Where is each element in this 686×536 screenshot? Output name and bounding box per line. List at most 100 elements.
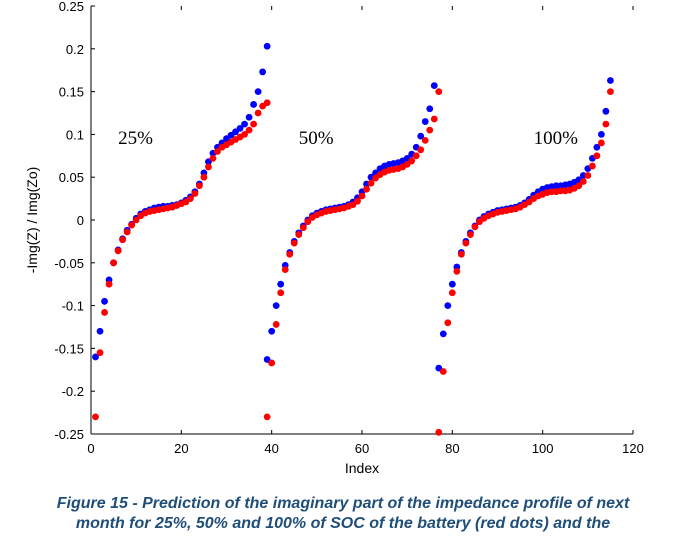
data-point-red: [426, 126, 434, 134]
y-tick-label: 0.2: [66, 42, 84, 57]
data-point-blue: [430, 82, 438, 90]
data-point-red: [448, 289, 456, 297]
data-point-red: [245, 126, 253, 134]
data-point-red: [290, 239, 298, 247]
data-point-red: [214, 148, 221, 155]
axes: [90, 6, 633, 435]
x-tick-label: 60: [355, 441, 369, 456]
caption-line-1: Figure 15 - Prediction of the imaginary …: [56, 495, 630, 512]
x-axis-label: Index: [345, 460, 379, 476]
data-point-red: [114, 247, 122, 255]
data-point-red: [579, 178, 587, 185]
data-point-red: [444, 319, 452, 327]
y-tick-label: -0.15: [54, 341, 84, 356]
data-point-blue: [254, 88, 262, 95]
data-point-red: [110, 259, 117, 267]
data-point-blue: [439, 330, 447, 338]
data-point-red: [254, 109, 262, 117]
data-point-red: [588, 162, 596, 170]
figure-caption: Figure 15 - Prediction of the imaginary …: [0, 494, 686, 534]
data-points: [92, 42, 614, 436]
y-tick-label: 0.15: [59, 85, 84, 100]
data-point-blue: [597, 131, 605, 138]
y-tick-label: -0.05: [54, 256, 84, 271]
y-tick-label: 0.1: [66, 127, 84, 142]
x-tick-label: 100: [532, 441, 554, 456]
data-point-blue: [602, 107, 610, 115]
y-tick-label: 0: [77, 213, 84, 228]
data-point-red: [277, 289, 285, 297]
data-point-red: [268, 359, 276, 367]
data-point-blue: [272, 302, 280, 309]
data-point-red: [430, 115, 438, 123]
data-point-red: [105, 280, 113, 288]
data-point-blue: [607, 77, 614, 84]
x-tick-label: 20: [174, 441, 188, 456]
data-point-red: [471, 223, 479, 231]
data-point-red: [408, 157, 416, 165]
data-point-red: [205, 163, 212, 171]
data-point-blue: [593, 143, 601, 151]
data-point-red: [412, 152, 420, 160]
data-point-red: [209, 154, 217, 162]
data-point-red: [263, 413, 271, 421]
data-point-red: [421, 136, 429, 144]
data-point-red: [462, 239, 470, 247]
data-point-blue: [96, 327, 104, 335]
annotation-50pct: 50%: [299, 128, 334, 149]
data-point-red: [191, 190, 199, 197]
data-point-red: [602, 120, 610, 128]
data-point-blue: [236, 125, 244, 132]
y-tick-label: -0.2: [62, 384, 84, 399]
data-point-red: [295, 231, 303, 238]
data-point-red: [435, 88, 443, 95]
data-point-red: [241, 131, 248, 138]
chart: 0 20 40 60 80 100 1200.250.20.150.10.050-0.05-…: [24, 0, 644, 476]
data-point-blue: [421, 118, 429, 125]
x-tick-label: 0: [87, 441, 94, 456]
data-point-blue: [245, 113, 253, 121]
data-point-red: [286, 250, 294, 258]
y-axis-label: -Img(Z) / Img(Zo): [24, 167, 40, 274]
data-point-blue: [250, 101, 257, 108]
annotation-100pct: 100%: [534, 128, 579, 149]
annotation-25pct: 25%: [118, 128, 153, 149]
data-point-red: [186, 195, 194, 203]
data-point-red: [358, 192, 366, 200]
data-point-blue: [417, 132, 425, 140]
data-point-red: [281, 266, 289, 274]
data-point-red: [367, 179, 375, 187]
data-point-red: [607, 88, 614, 95]
data-point-red: [96, 349, 104, 357]
data-point-red: [196, 182, 203, 190]
caption-line-2: month for 25%, 50% and 100% of SOC of th…: [75, 515, 611, 532]
data-point-red: [354, 197, 361, 205]
data-point-red: [123, 228, 131, 236]
data-point-red: [128, 221, 136, 229]
data-point-red: [593, 152, 601, 160]
data-point-red: [299, 224, 307, 232]
data-point-red: [272, 321, 280, 328]
data-point-red: [439, 368, 447, 375]
data-point-blue: [444, 302, 452, 309]
data-point-red: [597, 139, 605, 147]
data-point-red: [200, 173, 208, 181]
data-point-red: [132, 216, 140, 224]
data-point-blue: [277, 280, 285, 288]
y-tick-label: -0.1: [62, 299, 84, 314]
data-point-red: [575, 182, 583, 190]
y-tick-label: -0.25: [54, 427, 84, 442]
tick-labels: 0 20 40 60 80 100 120 0.25 0.2 0.15 0.1 0.05 0 -0.05 -…: [54, 0, 643, 456]
x-tick-label: 120: [622, 441, 644, 456]
data-point-red: [457, 250, 465, 258]
data-point-red: [435, 428, 443, 436]
data-point-blue: [101, 297, 108, 305]
data-point-blue: [92, 353, 99, 361]
y-tick-label: 0.25: [59, 0, 84, 14]
data-point-red: [101, 309, 108, 316]
data-point-red: [584, 172, 592, 179]
data-point-blue: [259, 68, 267, 76]
x-tick-label: 80: [445, 441, 459, 456]
data-point-blue: [426, 105, 434, 113]
data-point-red: [417, 146, 425, 154]
